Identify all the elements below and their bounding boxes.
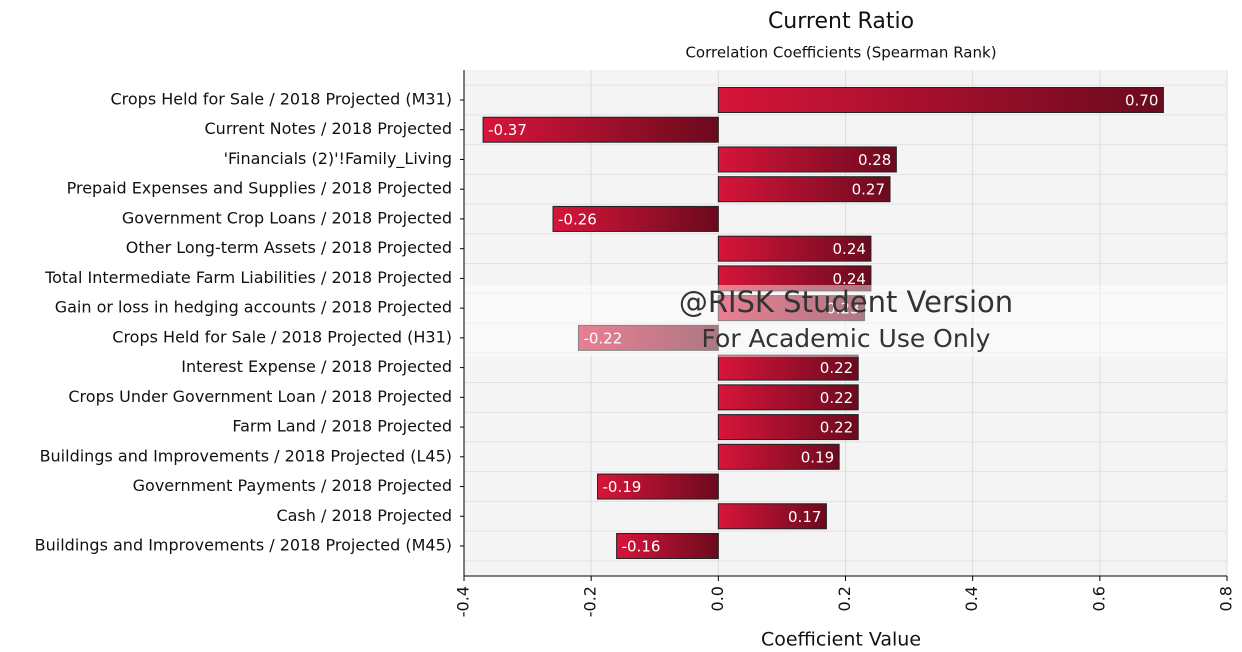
category-label: 'Financials (2)'!Family_Living [224,149,452,169]
x-tick-label: 0.0 [708,586,727,611]
category-label: Crops Held for Sale / 2018 Projected (H3… [112,327,452,346]
bar [717,235,872,262]
category-label: Farm Land / 2018 Projected [232,417,452,436]
value-label: 0.27 [852,181,885,199]
bar [482,116,719,143]
category-label: Total Intermediate Farm Liabilities / 20… [44,268,452,287]
category-label: Prepaid Expenses and Supplies / 2018 Pro… [67,179,452,198]
bar [717,146,897,173]
category-label: Cash / 2018 Projected [276,506,452,525]
bar [717,414,859,441]
bar [552,205,719,232]
category-label: Other Long-term Assets / 2018 Projected [126,238,452,257]
value-label: -0.26 [558,210,597,228]
chart-subtitle: Correlation Coefficients (Spearman Rank) [685,44,996,62]
value-label: 0.17 [788,508,821,526]
bar [717,384,859,411]
x-tick-label: 0.8 [1217,586,1236,611]
value-label: 0.70 [1125,92,1158,110]
x-tick-label: 0.2 [835,586,854,611]
value-label: 0.23 [826,300,859,318]
category-label: Government Crop Loans / 2018 Projected [122,208,452,227]
bar [717,87,1164,113]
value-label: -0.19 [603,478,642,496]
category-label: Interest Expense / 2018 Projected [181,357,452,376]
x-tick-label: 0.6 [1089,586,1108,611]
bar [717,354,859,381]
x-tick-label: 0.4 [962,586,981,611]
value-label: 0.24 [833,270,866,288]
bar [717,443,840,470]
category-label: Gain or loss in hedging accounts / 2018 … [55,298,452,317]
x-tick-label: -0.4 [454,586,473,617]
value-label: 0.28 [858,151,891,169]
bar [597,473,719,500]
category-label: Crops Under Government Loan / 2018 Proje… [68,387,452,406]
category-label: Buildings and Improvements / 2018 Projec… [40,446,452,465]
bar [717,295,866,322]
watermark-line: For Academic Use Only [702,324,991,353]
x-axis-label: Coefficient Value [761,629,921,651]
watermark-line: @RISK Student Version [679,285,1013,319]
value-label: 0.24 [833,240,866,258]
category-label: Crops Held for Sale / 2018 Projected (M3… [110,90,452,109]
chart-title: Current Ratio [768,9,914,34]
bar [717,265,872,292]
value-label: 0.22 [820,419,853,437]
bar [717,176,891,203]
category-label: Government Payments / 2018 Projected [133,476,452,495]
bar [577,324,719,351]
watermark-band [464,285,1227,357]
category-label: Current Notes / 2018 Projected [205,119,453,138]
value-label: 0.22 [820,359,853,377]
x-tick-label: -0.2 [581,586,600,617]
value-label: -0.16 [622,538,661,556]
bar [717,503,827,530]
category-label: Buildings and Improvements / 2018 Projec… [35,536,452,555]
value-label: 0.19 [801,448,834,466]
value-label: -0.22 [583,329,622,347]
bars: 0.70 -0.37 0.28 0.27 -0.26 0.24 0.24 0.23 -0.22 0… [482,87,1164,559]
value-label: -0.37 [488,121,527,139]
bar [616,533,719,559]
value-label: 0.22 [820,389,853,407]
